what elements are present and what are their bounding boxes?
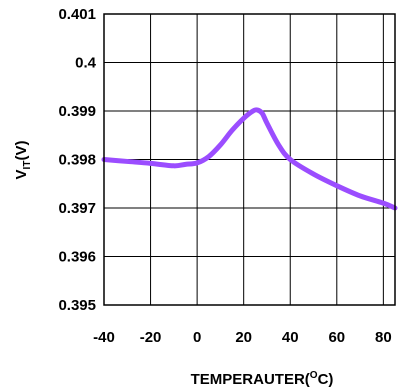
y-axis-label: VIT(V) (13, 141, 33, 180)
y-tick-label: 0.395 (58, 297, 96, 314)
x-axis-label-sup: O (310, 370, 318, 381)
y-tick-label: 0.397 (58, 200, 96, 217)
x-axis-label: TEMPERAUTER(OC) (191, 370, 334, 387)
y-tick-label: 0.4 (75, 55, 97, 72)
x-tick-label: 80 (375, 329, 392, 346)
x-tick-label: 60 (328, 329, 345, 346)
x-tick-label: 40 (282, 329, 299, 346)
series-layer (101, 107, 398, 211)
y-tick-label: 0.396 (58, 249, 96, 266)
series-line (101, 107, 398, 211)
x-tick-label: -40 (93, 329, 115, 346)
plot-frame (103, 13, 396, 306)
y-tick-label: 0.398 (58, 152, 96, 169)
grid-layer (103, 13, 395, 306)
x-tick-label: 20 (235, 329, 252, 346)
y-axis-ticks: 0.401 0.4 0.399 0.398 0.397 0.396 0.395 (58, 6, 96, 314)
y-axis-label-main: V (13, 169, 30, 179)
y-tick-label: 0.401 (58, 6, 96, 23)
y-axis-label-sub: IT (22, 161, 33, 170)
y-tick-label: 0.399 (58, 103, 96, 120)
y-axis-label-end: (V) (13, 141, 30, 161)
x-axis-label-end: C) (318, 371, 334, 387)
x-tick-label: -20 (140, 329, 162, 346)
x-tick-label: 0 (193, 329, 201, 346)
x-axis-ticks: -40 -20 0 20 40 60 80 (93, 329, 392, 346)
x-axis-label-main: TEMPERAUTER( (191, 371, 310, 387)
